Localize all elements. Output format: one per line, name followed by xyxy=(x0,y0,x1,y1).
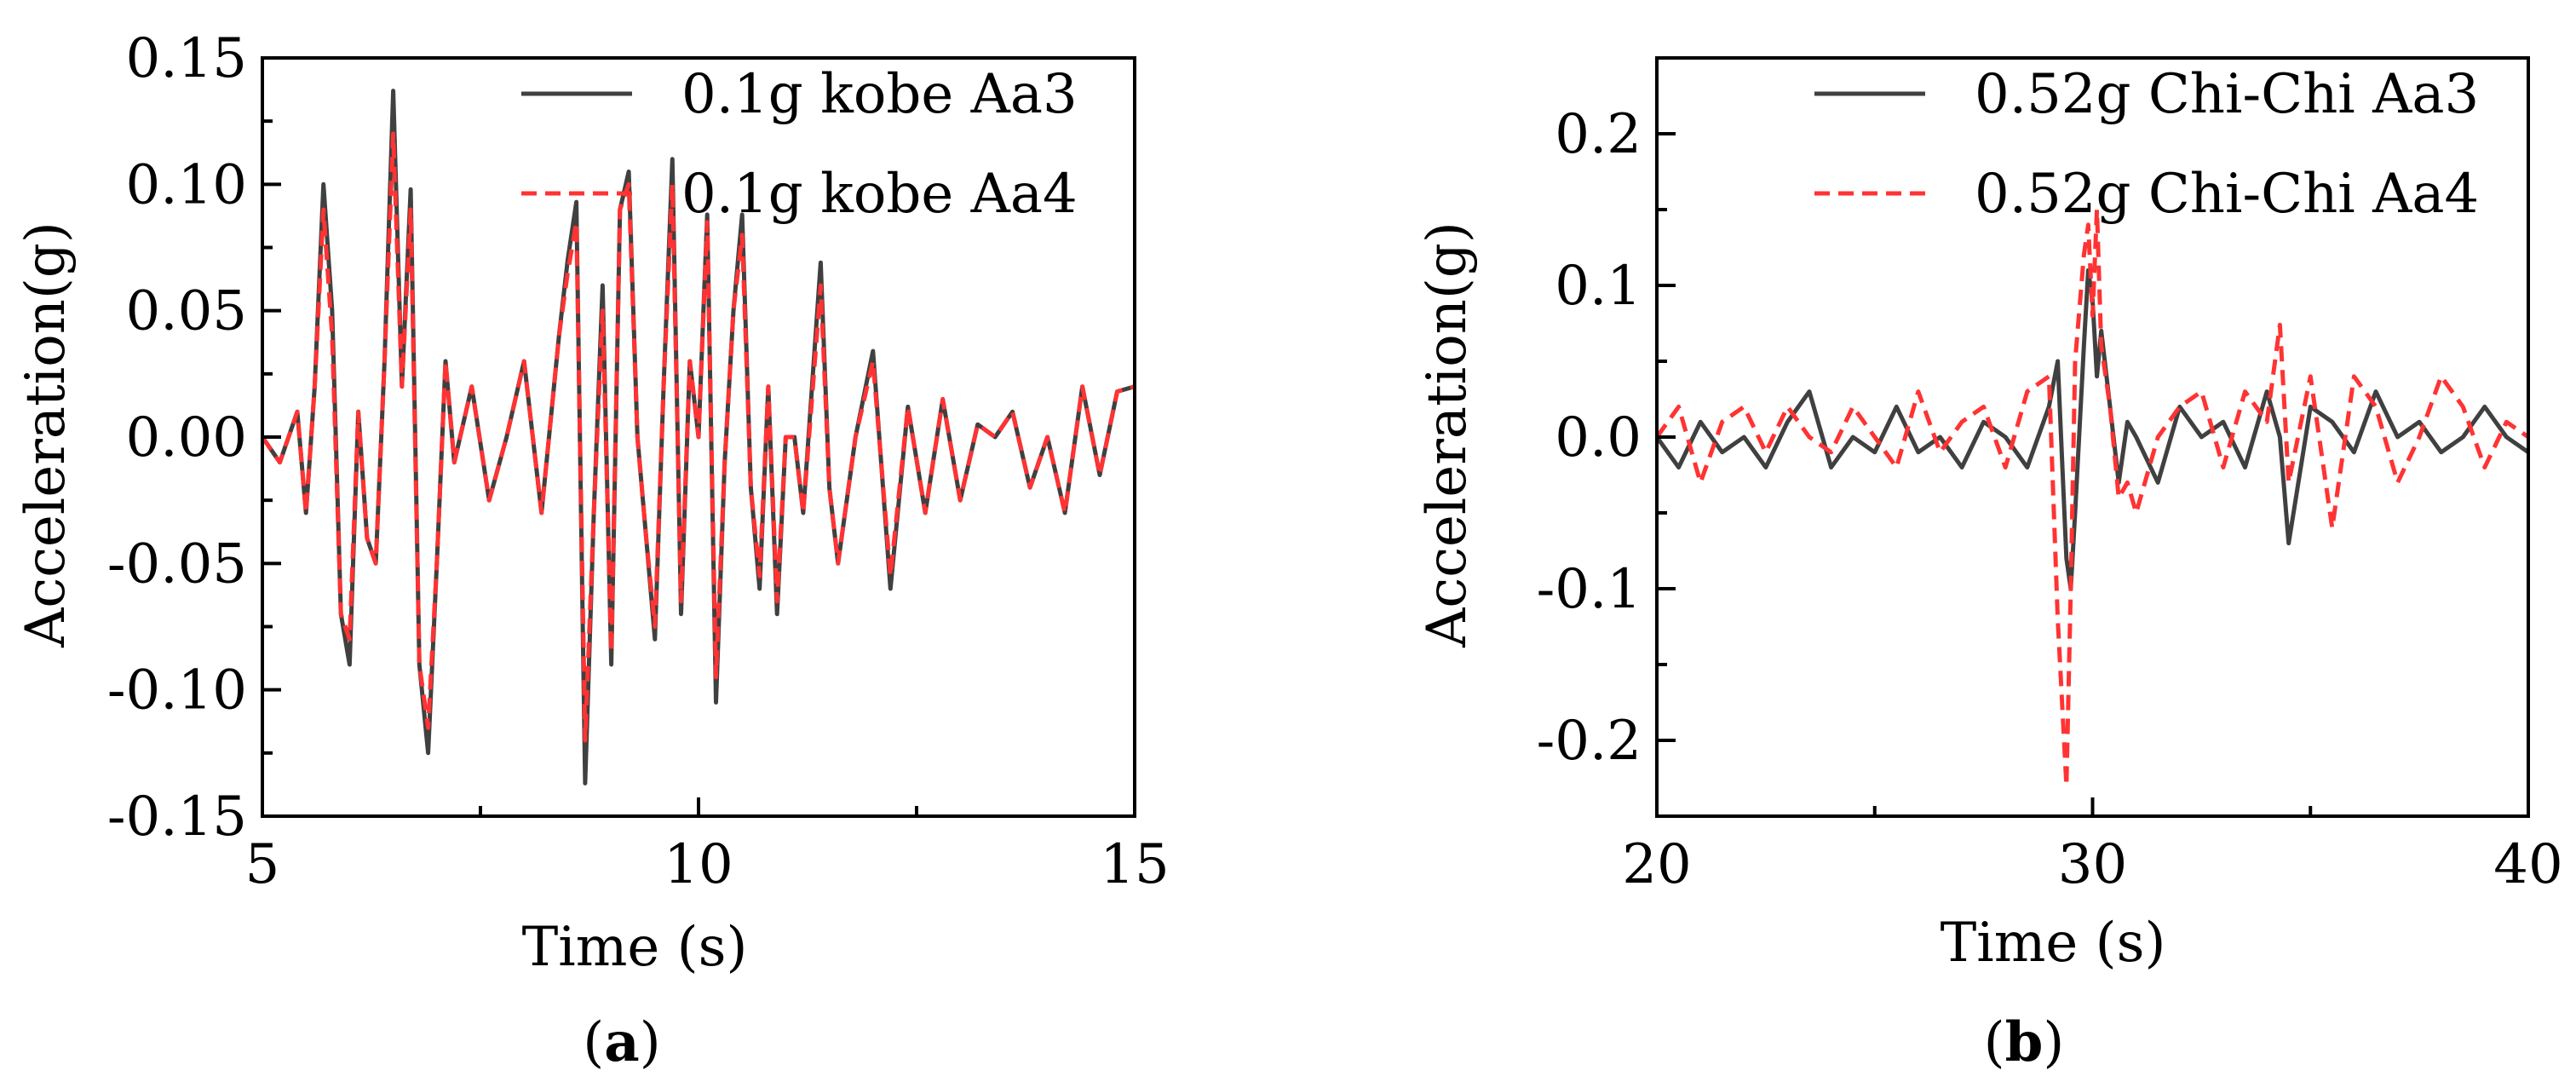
x-tick-label: 5 xyxy=(245,833,280,896)
y-tick-label: 0.05 xyxy=(126,280,248,343)
chart-panel-a: Acceleration(g) Time (s) (a) 5 10 15 -0.15 -… xyxy=(14,27,1170,1074)
y-tick-label: -0.10 xyxy=(107,659,247,722)
y-axis-label: Acceleration(g) xyxy=(14,222,78,648)
y-tick-label: 0.00 xyxy=(126,406,248,469)
x-tick-label: 30 xyxy=(2058,833,2127,896)
x-axis-label: Time (s) xyxy=(522,916,748,979)
x-tick-label: 40 xyxy=(2493,833,2562,896)
chart-panel-b: Acceleration(g) Time (s) (b) 20 30 40 -0.2 -… xyxy=(1416,56,2563,1074)
panel-label-a: (a) xyxy=(583,1010,660,1074)
legend-label-1: 0.52g Chi-Chi Aa3 xyxy=(1975,63,2479,126)
series-line-2 xyxy=(1654,207,2530,788)
y-tick-label: -0.05 xyxy=(107,532,247,596)
x-axis-label: Time (s) xyxy=(1941,912,2166,975)
y-tick-label: 0.15 xyxy=(126,27,248,90)
x-tick-label: 15 xyxy=(1100,833,1169,896)
x-tick-label: 20 xyxy=(1622,833,1691,896)
panel-label-b: (b) xyxy=(1984,1010,2065,1074)
series-line-1 xyxy=(1654,268,2530,591)
legend-label-1: 0.1g kobe Aa3 xyxy=(681,63,1078,126)
y-tick-label: -0.15 xyxy=(107,786,247,849)
y-tick-label: 0.1 xyxy=(1555,255,1642,318)
legend-label-2: 0.1g kobe Aa4 xyxy=(681,163,1078,226)
legend-label-2: 0.52g Chi-Chi Aa4 xyxy=(1975,163,2479,226)
y-tick-label: 0.0 xyxy=(1555,406,1642,469)
y-tick-label: 0.10 xyxy=(126,153,248,216)
series-line-2 xyxy=(260,131,1136,743)
y-axis-label: Acceleration(g) xyxy=(1416,222,1479,648)
x-tick-label: 10 xyxy=(664,833,733,896)
series-line-1 xyxy=(260,89,1136,786)
y-tick-label: -0.2 xyxy=(1537,710,1642,773)
y-tick-label: -0.1 xyxy=(1537,558,1642,621)
y-tick-label: 0.2 xyxy=(1555,103,1642,166)
